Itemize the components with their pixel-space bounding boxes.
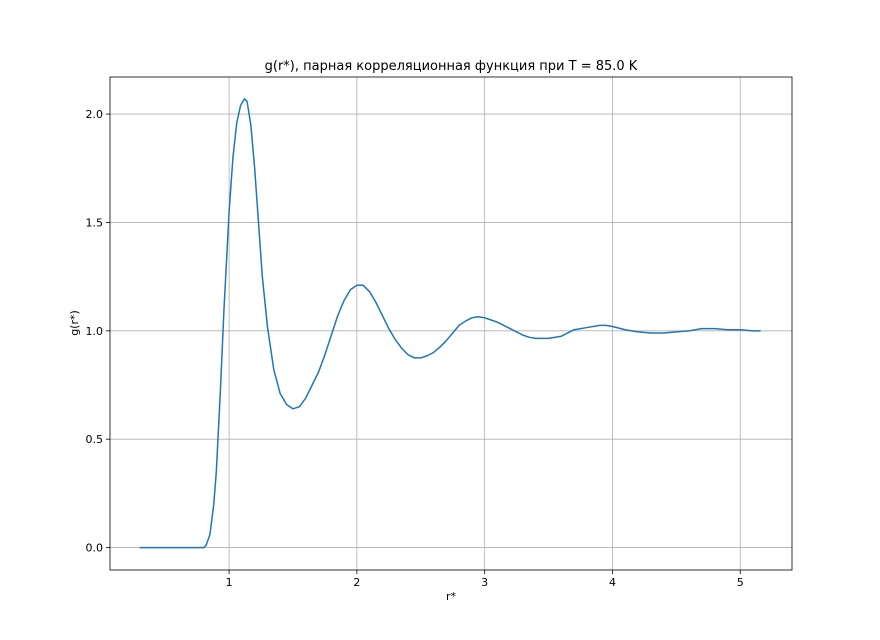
data-line bbox=[139, 98, 761, 549]
y-axis-label: g(r*) bbox=[68, 310, 81, 336]
y-tick-label: 1.0 bbox=[86, 325, 104, 338]
y-tick-label: 1.5 bbox=[86, 216, 104, 229]
plot-frame bbox=[109, 76, 793, 571]
chart-title: g(r*), парная корреляционная функция при… bbox=[265, 59, 638, 74]
x-tick-label: 2 bbox=[353, 576, 360, 589]
y-tick-label: 0.0 bbox=[86, 542, 104, 555]
x-tick-label: 4 bbox=[609, 576, 616, 589]
y-tick-label: 0.5 bbox=[86, 433, 104, 446]
y-tick-label: 2.0 bbox=[86, 108, 104, 121]
x-tick-label: 5 bbox=[737, 576, 744, 589]
x-tick-label: 1 bbox=[226, 576, 233, 589]
x-axis-label: r* bbox=[446, 590, 457, 603]
x-tick-label: 3 bbox=[481, 576, 488, 589]
